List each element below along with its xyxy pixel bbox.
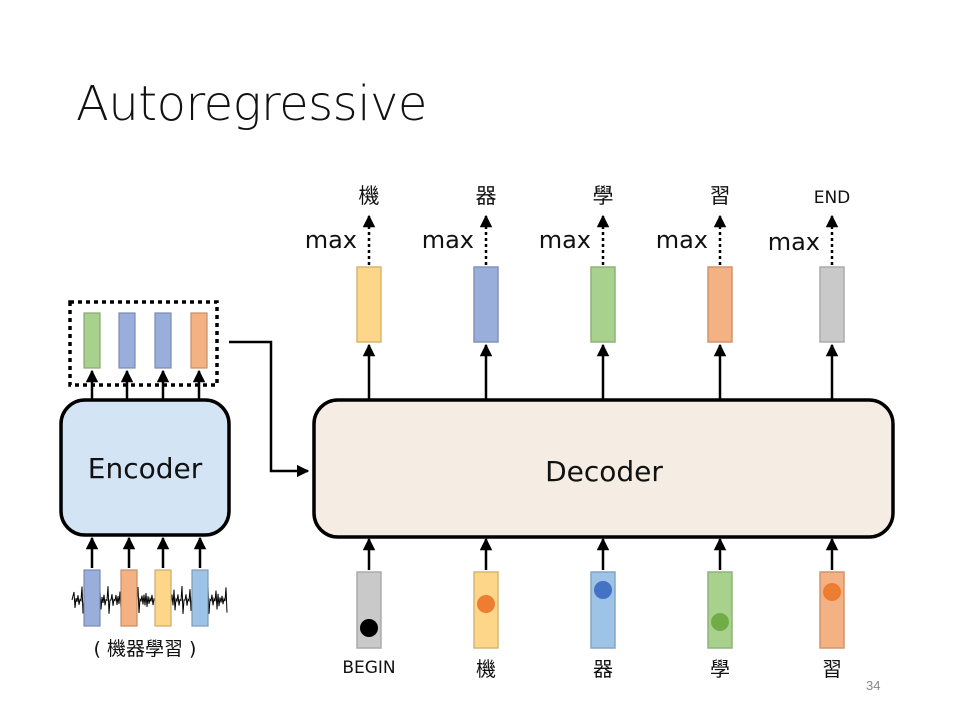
token-dot	[477, 595, 495, 613]
max-label: max	[539, 226, 591, 254]
encoder-to-decoder-arrow	[229, 340, 310, 478]
encoder-input-vector	[154, 569, 172, 627]
decoder-input-vector	[819, 571, 845, 649]
decoder-input-vector	[707, 571, 733, 649]
decoder-output-vector	[819, 266, 845, 343]
decoder-output-vector	[473, 266, 499, 343]
encoder-output-group	[68, 300, 219, 387]
encoder-output-vector	[154, 312, 172, 369]
decoder-output-vector	[590, 266, 616, 343]
token-dot	[823, 583, 841, 601]
max-label: max	[305, 226, 357, 254]
token-dot	[360, 619, 378, 637]
decoder-input-label: 習	[822, 657, 842, 681]
decoder-input-label: BEGIN	[342, 658, 395, 678]
encoder-input-vector	[83, 569, 101, 627]
decoder-input-label: 機	[476, 657, 496, 681]
encoder-label: Encoder	[88, 452, 203, 485]
output-token: 學	[593, 184, 614, 208]
output-token: 機	[359, 184, 380, 208]
decoder-input-label: 學	[710, 657, 730, 681]
encoder-output-vector	[118, 312, 136, 369]
slide-title: Autoregressive	[76, 76, 427, 132]
max-label: max	[768, 228, 820, 256]
output-token: END	[814, 188, 851, 208]
page-number: 34	[866, 678, 881, 693]
token-dot	[711, 613, 729, 631]
output-token: 習	[710, 184, 731, 208]
output-token: 器	[476, 184, 497, 208]
max-label: max	[656, 226, 708, 254]
decoder-output-vector	[707, 266, 733, 343]
decoder-step: 習 max END	[768, 188, 851, 681]
encoder-input-vector	[120, 569, 138, 627]
decoder-input-label: 器	[593, 657, 613, 681]
encoder-outputs	[83, 312, 208, 400]
encoder-block	[59, 398, 231, 537]
max-label: max	[422, 226, 474, 254]
decoder-label: Decoder	[545, 455, 663, 488]
encoder-input-vector	[191, 569, 209, 627]
encoder-output-vector	[190, 312, 208, 369]
encoder-input-caption: ( 機器學習 )	[94, 638, 197, 660]
token-dot	[594, 581, 612, 599]
encoder-output-vector	[83, 312, 101, 369]
encoder-inputs	[71, 536, 228, 627]
decoder-output-vector	[356, 266, 382, 343]
